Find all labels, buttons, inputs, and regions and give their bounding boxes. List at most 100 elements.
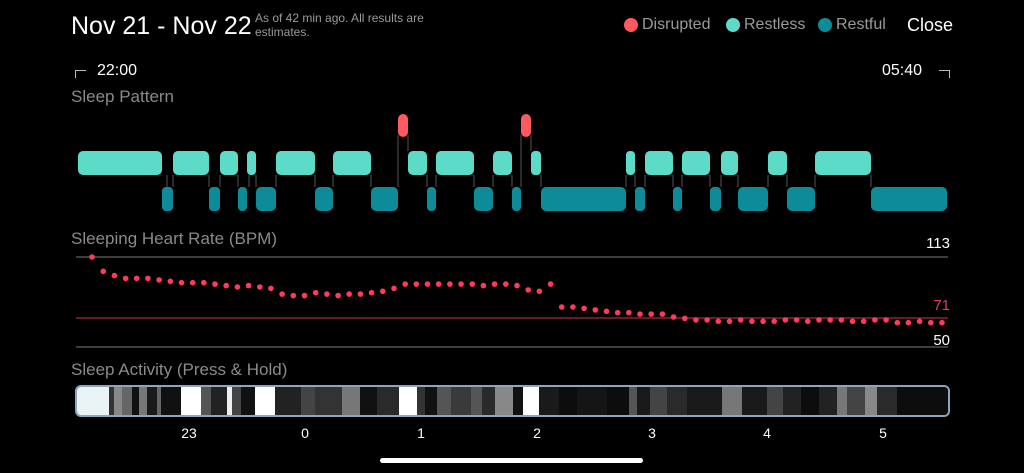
heart-rate-point [357,291,364,297]
hr-min-label: 50 [933,332,950,349]
legend-restful: Restful [818,16,886,34]
axis-tick: 3 [648,425,656,441]
estimate-note: As of 42 min ago. All results are estima… [255,11,424,39]
heart-rate-point [335,292,341,299]
hr-avg-label: 71 [933,297,950,314]
heart-rate-point [536,288,543,295]
heart-rate-point [402,281,409,287]
sleep-activity-bar[interactable] [75,385,950,417]
heart-rate-point [100,268,106,275]
heart-rate-point [111,272,118,279]
heart-rate-point [223,282,229,289]
heart-rate-point [301,292,308,299]
heart-rate-point [178,279,185,286]
heart-rate-point [626,309,632,316]
end-time: 05:40 [882,62,923,79]
heart-rate-point [279,291,285,297]
heart-rate-point [793,317,800,323]
heart-rate-title: Sleeping Heart Rate (BPM) [71,229,277,248]
heart-rate-point [413,281,420,287]
heart-rate-point [380,288,386,295]
heart-rate-point [268,285,274,292]
home-indicator[interactable] [380,458,643,463]
page-title: Nov 21 - Nov 22 [71,12,252,40]
heart-rate-point [167,278,174,285]
heart-rate-point [726,318,733,325]
heart-rate-point [145,275,151,282]
heart-rate-point [782,317,789,323]
heart-rate-point [324,291,330,297]
end-bracket-icon [939,70,950,78]
heart-rate-point [346,291,353,297]
start-time: 22:00 [97,62,138,79]
heart-rate-point [860,318,867,325]
heart-rate-point [368,289,375,296]
hr-max-label: 113 [926,235,950,252]
heart-rate-point [133,275,140,282]
sleep-pattern-title: Sleep Pattern [71,87,175,106]
heart-rate-point [670,314,677,320]
heart-rate-point [827,317,833,323]
heart-rate-point [760,318,766,325]
heart-rate-point [503,281,509,287]
heart-rate-point [894,319,901,326]
heart-rate-point [883,317,889,323]
heart-rate-point [122,275,129,282]
heart-rate-point [89,254,95,260]
heart-rate-point [458,281,464,287]
disrupted-dot-icon [624,18,638,32]
heart-rate-point [872,317,878,323]
heart-rate-point [637,311,643,317]
heart-rate-point [570,304,576,310]
heart-rate-point [939,319,945,326]
heart-rate-point [682,315,688,322]
heart-rate-point [469,281,476,287]
heart-rate-point [435,281,442,287]
heart-rate-point [749,318,755,325]
heart-rate-point [771,318,777,325]
sleep-activity-title: Sleep Activity (Press & Hold) [71,360,288,379]
axis-tick: 0 [301,425,309,441]
heart-rate-point [805,318,811,325]
heart-rate-point [614,309,621,316]
heart-rate-point [704,317,710,323]
heart-rate-point [447,281,453,287]
heart-rate-point [592,307,599,313]
heart-rate-point [156,277,162,283]
heart-rate-point [693,317,699,323]
heart-rate-point [391,285,397,292]
heart-rate-point [290,292,297,299]
heart-rate-point [581,305,587,312]
axis-tick: 4 [763,425,771,441]
axis-tick: 5 [879,425,887,441]
heart-rate-point [648,311,654,317]
restless-dot-icon [726,18,740,32]
axis-tick: 23 [181,425,197,441]
heart-rate-point [234,284,241,290]
heart-rate-point [212,281,218,287]
heart-rate-point [424,281,431,287]
heart-rate-point [715,318,722,325]
heart-rate-point [189,279,196,286]
heart-rate-point [838,317,845,323]
axis-tick: 2 [533,425,541,441]
start-bracket-icon [75,70,86,78]
heart-rate-point [480,282,487,289]
restful-dot-icon [818,18,832,32]
heart-rate-point [603,308,610,315]
heart-rate-point [928,319,934,326]
heart-rate-point [525,287,531,293]
heart-rate-point [312,289,319,296]
heart-rate-point [245,282,252,289]
heart-rate-point [916,318,923,325]
heart-rate-point [849,318,856,325]
axis-tick: 1 [417,425,425,441]
heart-rate-point [737,317,744,323]
heart-rate-point [491,281,498,287]
close-button[interactable]: Close [907,15,954,35]
heart-rate-point [816,317,822,323]
heart-rate-point [905,319,912,326]
legend-disrupted: Disrupted [624,16,710,34]
